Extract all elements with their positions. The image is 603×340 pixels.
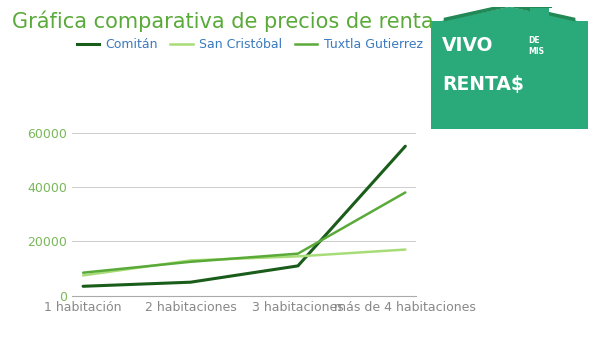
Polygon shape [439, 7, 580, 21]
Polygon shape [444, 3, 575, 21]
Legend: Comitán, San Cristóbal, Tuxtla Gutierrez: Comitán, San Cristóbal, Tuxtla Gutierrez [72, 33, 428, 56]
FancyBboxPatch shape [431, 21, 588, 129]
Bar [527, 5, 552, 8]
Text: DE
MIS: DE MIS [528, 36, 545, 55]
Text: RENTA$: RENTA$ [442, 75, 524, 94]
Bar [530, 7, 549, 19]
Text: Gráfica comparativa de precios de renta: Gráfica comparativa de precios de renta [12, 10, 434, 32]
Text: VIVO: VIVO [442, 36, 494, 55]
